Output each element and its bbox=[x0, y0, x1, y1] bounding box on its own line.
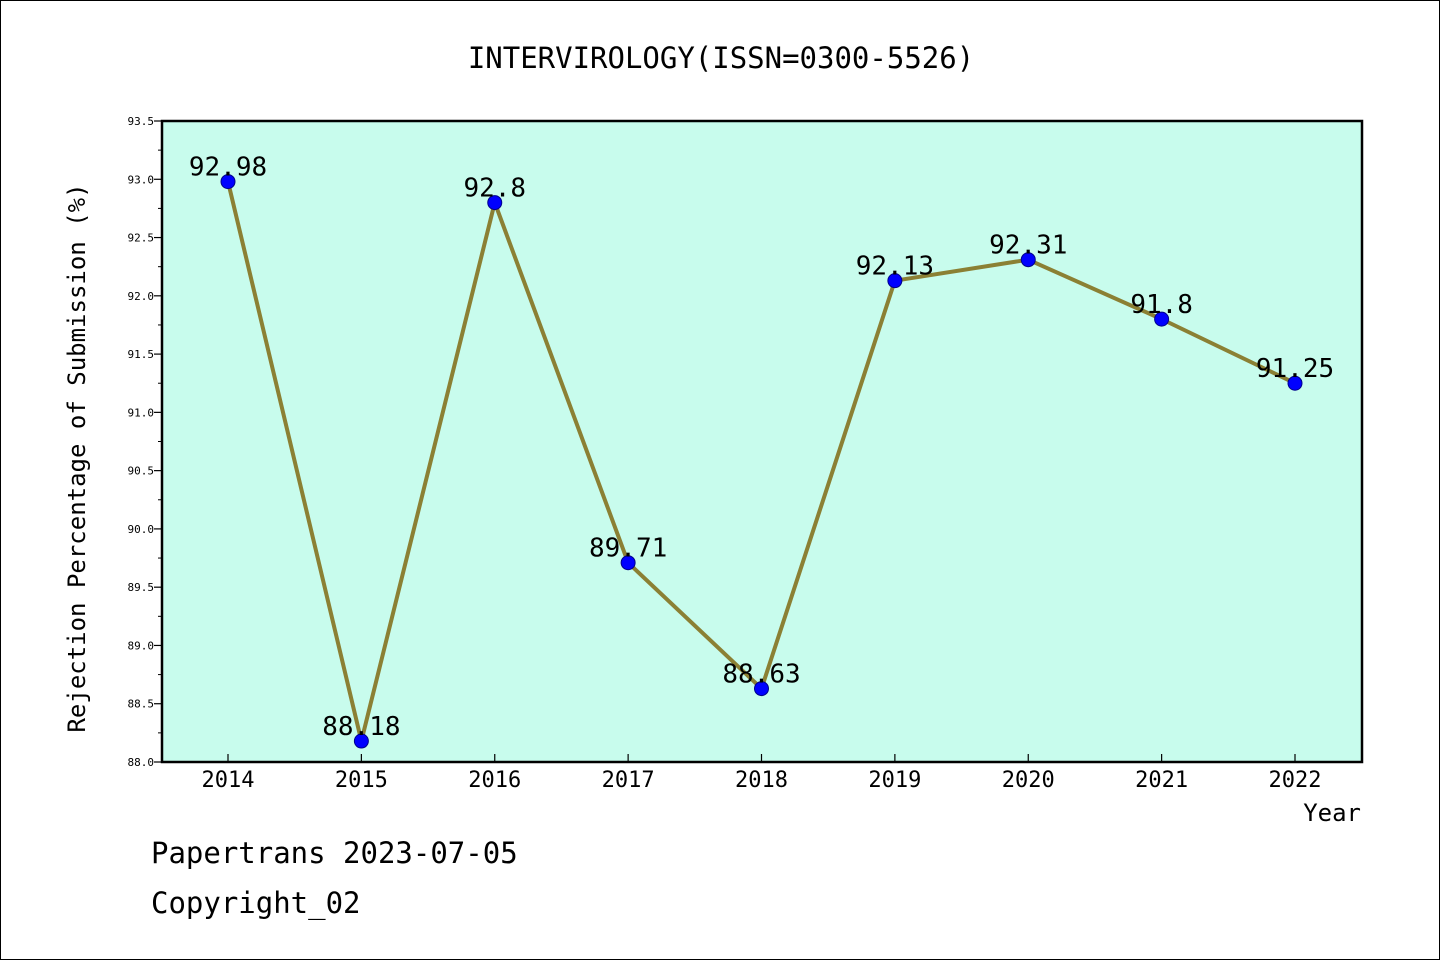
data-point bbox=[353, 733, 369, 749]
data-label: 91.8 bbox=[1130, 290, 1193, 320]
y-tick-label: 89.0 bbox=[128, 639, 155, 652]
data-point bbox=[887, 273, 903, 289]
data-label: 88.18 bbox=[322, 712, 400, 742]
y-axis: 88.0 88.5 89.0 89.5 90.0 90.5 91.0 91.5 92.0 92.5… bbox=[128, 115, 162, 769]
x-tick-label: 2020 bbox=[1002, 768, 1055, 793]
data-point bbox=[754, 681, 769, 697]
data-labels: 92.98 88.18 92.8 89.71 88.63 92.13 92.31 91.8 91… bbox=[189, 153, 1334, 742]
plot-area bbox=[160, 119, 1364, 764]
y-tick-label: 89.5 bbox=[128, 581, 155, 594]
data-label: 92.13 bbox=[856, 252, 934, 282]
data-label: 89.71 bbox=[589, 534, 667, 564]
x-tick-label: 2019 bbox=[868, 768, 921, 793]
data-point bbox=[1020, 252, 1036, 268]
x-axis-label: Year bbox=[1303, 799, 1361, 827]
y-tick-label: 92.0 bbox=[128, 290, 155, 303]
x-tick-label: 2017 bbox=[602, 768, 655, 793]
x-tick-label: 2014 bbox=[202, 768, 255, 793]
x-tick-label: 2016 bbox=[468, 768, 521, 793]
footer-date: Papertrans 2023-07-05 bbox=[151, 836, 518, 870]
data-label: 92.31 bbox=[989, 231, 1067, 261]
x-axis: 2014 2015 2016 2017 2018 2019 2020 2021 2022 bbox=[202, 754, 1322, 793]
y-tick-label: 90.0 bbox=[128, 523, 155, 536]
y-tick-label: 88.5 bbox=[128, 698, 155, 711]
data-point bbox=[1154, 311, 1170, 327]
data-point bbox=[1287, 375, 1303, 391]
data-label: 92.8 bbox=[463, 174, 526, 204]
data-series bbox=[220, 174, 1303, 749]
data-label: 92.98 bbox=[189, 153, 267, 183]
x-tick-label: 2021 bbox=[1135, 768, 1188, 793]
footer-copyright: Copyright_02 bbox=[151, 886, 361, 920]
y-axis-label: Rejection Percentage of Submission (%) bbox=[63, 183, 91, 732]
y-tick-label: 91.5 bbox=[128, 348, 155, 361]
chart-title: INTERVIROLOGY(ISSN=0300-5526) bbox=[468, 41, 974, 75]
x-tick-label: 2018 bbox=[735, 768, 788, 793]
y-tick-label: 93.0 bbox=[128, 173, 155, 186]
data-point bbox=[220, 174, 236, 190]
y-tick-label: 90.5 bbox=[128, 465, 155, 478]
y-tick-label: 91.0 bbox=[128, 406, 155, 419]
data-point bbox=[620, 555, 636, 571]
y-tick-label: 88.0 bbox=[128, 756, 155, 769]
x-tick-label: 2022 bbox=[1269, 768, 1322, 793]
y-tick-label: 93.5 bbox=[128, 115, 155, 128]
data-label: 88.63 bbox=[722, 660, 800, 690]
data-label: 91.25 bbox=[1256, 354, 1334, 384]
y-tick-label: 92.5 bbox=[128, 232, 155, 245]
data-point bbox=[487, 195, 503, 211]
x-tick-label: 2015 bbox=[335, 768, 388, 793]
